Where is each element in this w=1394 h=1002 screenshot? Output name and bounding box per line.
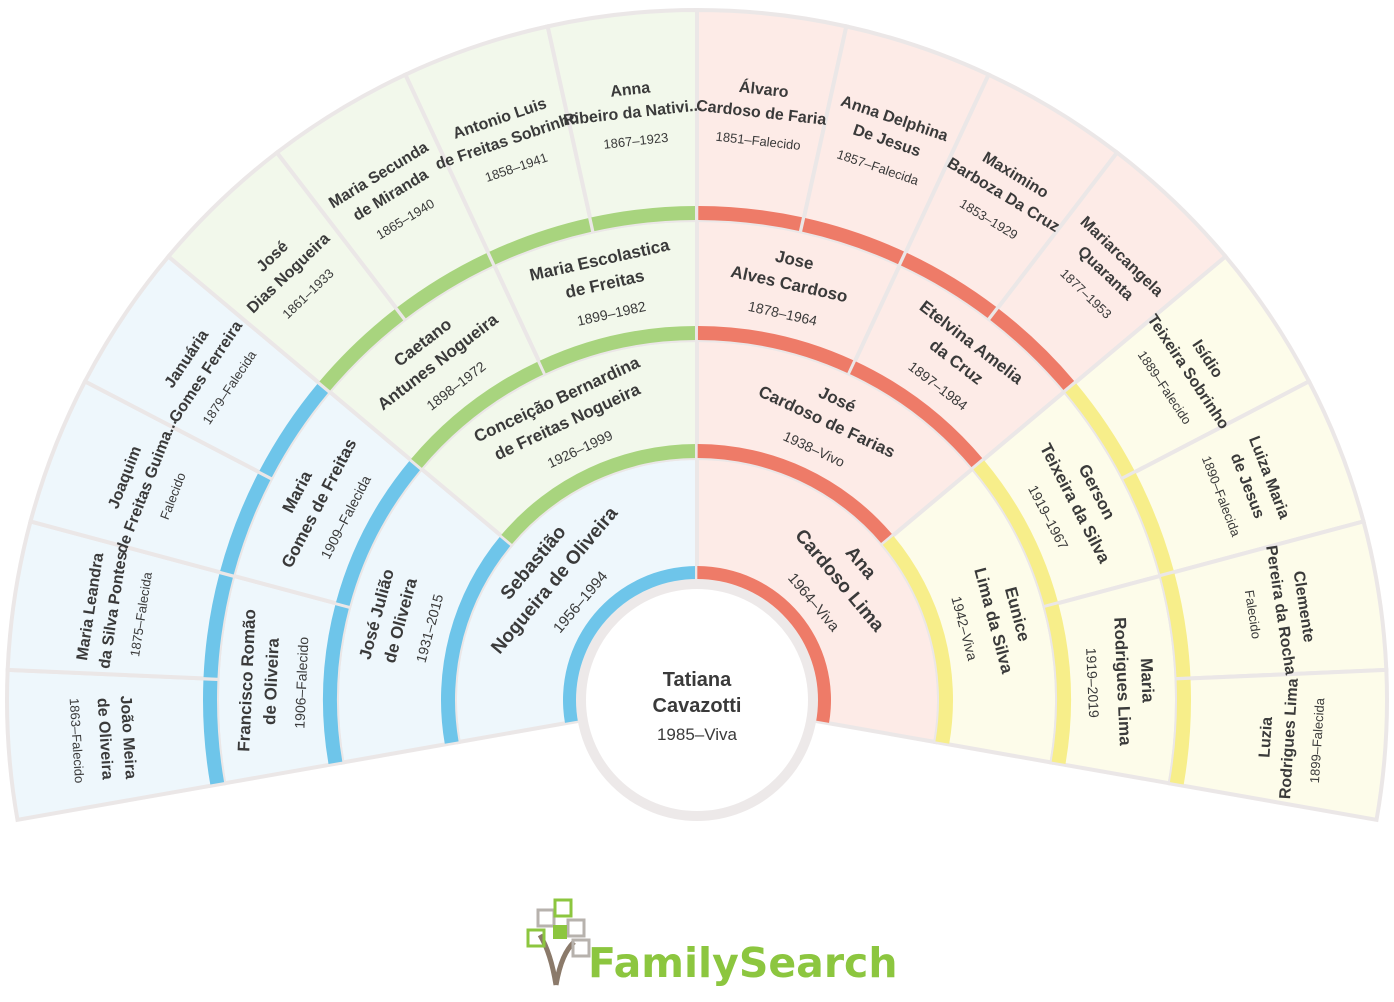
gen4-person-1-segment[interactable] xyxy=(5,667,227,823)
gen3-person-3-accent-band xyxy=(411,361,544,468)
gen2-person-1-accent-band xyxy=(440,535,512,744)
familysearch-logo: FamilySearch xyxy=(526,898,898,987)
person-dates: Falecido xyxy=(1242,589,1264,640)
person-dates: 1867–1923 xyxy=(603,130,669,152)
person-dates: 1906–Falecido xyxy=(291,636,311,729)
gen3-person-2-accent-band xyxy=(336,460,421,606)
gen4-person-16-accent-band xyxy=(1169,679,1191,785)
gen2-person-3-accent-band xyxy=(697,444,893,544)
gen4-person-14-accent-band xyxy=(1123,473,1174,575)
root-dates: 1985–Viva xyxy=(657,725,738,744)
gen3-person-1-accent-band xyxy=(322,604,350,764)
gen3-person-7-accent-band xyxy=(973,460,1058,606)
gen4-person-13-accent-band xyxy=(1065,383,1135,478)
gen2-person-4-accent-band xyxy=(882,535,954,744)
person-name-line: de Oliveira xyxy=(93,697,115,780)
person-dates: 1863–Falecido xyxy=(67,698,87,784)
person-name-line: Anna xyxy=(609,79,651,100)
gen4-person-10-accent-band xyxy=(802,217,905,265)
person-name-line: Maria xyxy=(1137,658,1158,704)
person-name-line: Luzia xyxy=(1256,716,1276,758)
gen4-person-5-accent-band xyxy=(319,308,404,391)
root-name-line-2: Cavazotti xyxy=(653,695,742,717)
gen3-person-5-accent-band xyxy=(697,326,855,374)
gen4-person-15-accent-band xyxy=(1160,573,1191,678)
gen3-person-4-accent-band xyxy=(539,326,697,374)
gen4-person-6-accent-band xyxy=(397,252,494,319)
person-dates: 1899–Falecida xyxy=(1307,697,1328,784)
gen3-person-6-accent-band xyxy=(850,361,983,468)
gen4-person-16-segment[interactable] xyxy=(1167,667,1389,823)
gen4-person-3-accent-band xyxy=(220,473,271,575)
gen3-person-8-accent-band xyxy=(1044,604,1072,764)
gen4-person-11-accent-band xyxy=(900,252,997,319)
root-circle xyxy=(576,579,818,821)
fan-segments xyxy=(5,7,1389,823)
person-name-line: de Oliveira xyxy=(260,637,283,725)
gen4-person-8-accent-band xyxy=(591,206,696,232)
gen4-person-4-accent-band xyxy=(259,383,329,478)
gen4-person-2-accent-band xyxy=(203,573,234,678)
gen4-person-9-accent-band xyxy=(698,206,803,232)
root-person[interactable]: Tatiana Cavazotti 1985–Viva xyxy=(576,579,818,821)
gen4-person-7-accent-band xyxy=(489,217,592,265)
person-dates: 1919–2019 xyxy=(1083,647,1102,718)
gen4-person-1-accent-band xyxy=(203,679,225,785)
gen4-person-12-accent-band xyxy=(990,308,1075,391)
tree-logo-icon xyxy=(526,898,591,986)
brand-name: FamilySearch xyxy=(588,939,898,987)
gen2-person-2-accent-band xyxy=(501,444,697,544)
person-name-line: João Meira xyxy=(117,695,139,780)
gen3-person-1-label: Francisco Romão de Oliveira 1906–Falecido xyxy=(234,609,311,752)
root-name-line-1: Tatiana xyxy=(663,669,732,691)
